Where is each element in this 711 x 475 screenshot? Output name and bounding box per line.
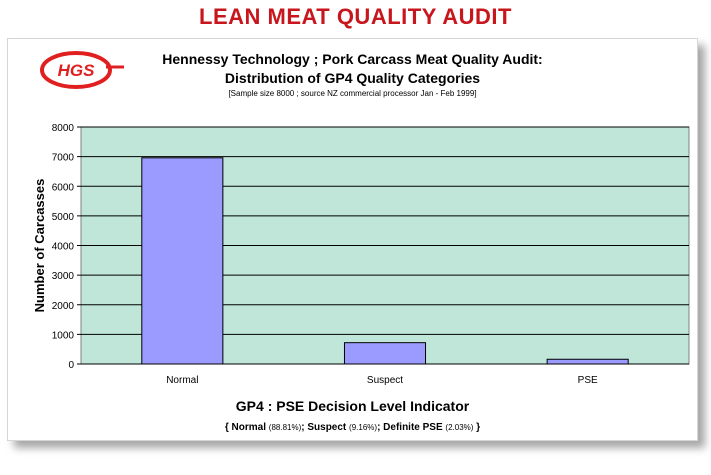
y-tick-label: 7000 [52, 153, 75, 164]
legend-normal-pct: (88.81%) [268, 423, 302, 432]
legend-suspect-pct: (9.16%) [349, 423, 378, 432]
legend-pse-label: Definite PSE [383, 422, 443, 433]
y-axis-label: Number of Carcasses [32, 179, 47, 313]
x-axis-label: GP4 : PSE Decision Level Indicator [235, 398, 470, 414]
legend-pse-pct: (2.03%) [445, 423, 474, 432]
y-tick-label: 8000 [52, 123, 75, 134]
y-tick-label: 4000 [52, 242, 75, 253]
hgs-logo: HGS [40, 51, 124, 89]
legend-sep-2: ; [377, 422, 384, 433]
legend-sep-1: ; [301, 422, 308, 433]
chart-panel: HGS Hennessy Technology ; Pork Carcass M… [7, 38, 698, 441]
bar-chart: 0 1000 2000 3000 4000 5000 6000 7000 8000 Normal S… [32, 123, 690, 386]
category-percentages: { Normal (88.81%); Suspect (9.16%); Defi… [8, 422, 697, 433]
legend-suspect-label: Suspect [307, 422, 347, 433]
svg-text:HGS: HGS [58, 61, 96, 80]
legend-normal-label: Normal [231, 422, 266, 433]
y-tick-label: 0 [68, 360, 74, 371]
bar-pse [546, 358, 629, 365]
x-tick-label: Normal [166, 375, 198, 386]
bar-suspect [343, 342, 427, 365]
y-tick-label: 1000 [52, 330, 75, 341]
chart-subtitle: [Sample size 8000 ; source NZ commercial… [228, 89, 477, 98]
chart-title-line2: Distribution of GP4 Quality Categories [224, 70, 481, 86]
bar-normal [141, 157, 224, 365]
x-tick-label: PSE [578, 375, 598, 386]
chart-title: Hennessy Technology ; Pork Carcass Meat … [162, 51, 543, 67]
legend-open: { [224, 422, 232, 433]
page-title: LEAN MEAT QUALITY AUDIT [199, 4, 512, 29]
y-tick-label: 5000 [52, 212, 75, 223]
y-tick-label: 6000 [52, 182, 75, 193]
x-tick-label: Suspect [367, 375, 403, 386]
legend-close: } [473, 422, 481, 433]
y-tick-label: 2000 [52, 301, 75, 312]
y-tick-label: 3000 [52, 271, 75, 282]
